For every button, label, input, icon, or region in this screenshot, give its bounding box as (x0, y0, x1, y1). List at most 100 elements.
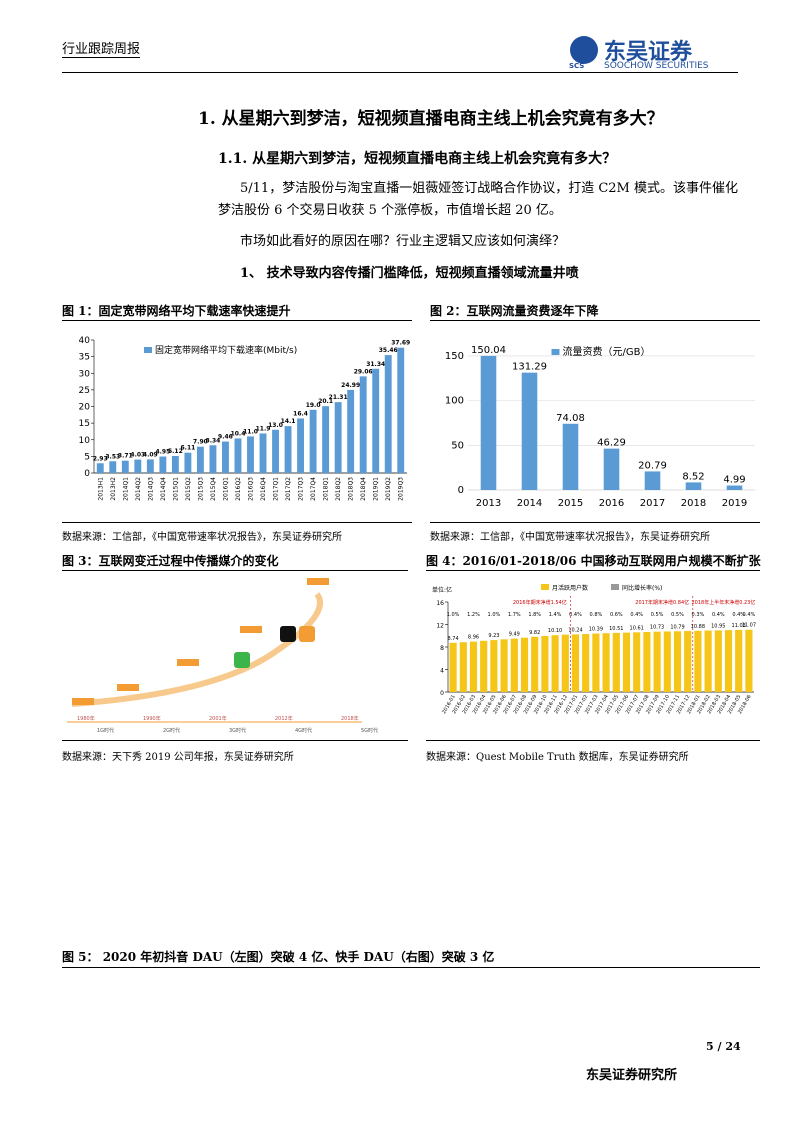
value-label: 11.9 (256, 425, 271, 432)
x-tick-label: 2017Q4 (310, 477, 317, 501)
value-label: 31.34 (366, 361, 385, 368)
figure-source: 数据来源：工信部，《中国宽带速率状况报告》，东吴证券研究所 (62, 532, 342, 543)
growth-label: 0.4% (630, 612, 643, 618)
figure-rule (62, 740, 408, 741)
legend-label: 月活跃用户数 (552, 584, 588, 592)
x-tick-label: 2015 (558, 498, 583, 509)
bar (500, 639, 508, 692)
value-label: 8.96 (468, 635, 479, 641)
value-label: 150.04 (471, 345, 506, 356)
app-icon (280, 626, 296, 642)
value-label: 9.49 (509, 632, 520, 638)
y-tick-label: 5 (84, 452, 90, 462)
growth-label: 0.4% (743, 612, 756, 618)
value-label: 8.34 (206, 437, 221, 444)
bar (109, 461, 117, 473)
bar (284, 426, 292, 473)
x-tick-label: 2017Q3 (298, 477, 305, 501)
bar (541, 635, 549, 692)
stage-box (240, 626, 262, 633)
bar (222, 441, 229, 473)
y-tick-label: 15 (79, 419, 90, 429)
bar (520, 637, 529, 692)
x-tick-label: 2014Q4 (160, 477, 167, 501)
bar (592, 633, 600, 692)
bar (612, 632, 620, 692)
value-label: 74.08 (556, 413, 585, 424)
value-label: 6.11 (180, 445, 195, 452)
bar (196, 446, 204, 473)
app-icon (299, 626, 315, 642)
growth-label: 0.3% (692, 612, 705, 618)
x-tick-label: 2019Q2 (385, 477, 392, 501)
bar (726, 485, 743, 490)
value-label: 10.4 (231, 430, 246, 437)
bar (334, 402, 342, 473)
x-tick-label: 2018Q3 (348, 477, 355, 501)
value-label: 11.07 (742, 623, 756, 629)
bar (209, 445, 217, 473)
growth-label: 0.6% (610, 612, 623, 618)
x-tick-label: 2014Q1 (122, 477, 129, 501)
x-tick-label: 2017Q2 (285, 477, 292, 501)
bar (146, 459, 154, 473)
x-tick-label: 2017 (640, 498, 665, 509)
figure-rule (62, 522, 412, 523)
value-label: 3.71 (118, 453, 133, 460)
bar (259, 433, 267, 473)
bar (704, 630, 712, 692)
header-rule (62, 72, 738, 73)
value-label: 8.52 (682, 471, 704, 482)
x-tick-label: 2018Q1 (323, 477, 330, 501)
y-unit: 单位:亿 (432, 586, 452, 594)
bar (602, 633, 610, 692)
figure-source: 数据来源：Quest Mobile Truth 数据库，东吴证券研究所 (426, 752, 689, 763)
bar (673, 631, 682, 692)
bar (234, 438, 242, 473)
bar (347, 389, 355, 473)
growth-label: 0.4% (712, 612, 725, 618)
value-label: 131.29 (512, 362, 547, 373)
year-label: 2001年 (209, 715, 227, 722)
paragraph: 市场如此看好的原因在哪？行业主逻辑又应该如何演绎？ (240, 234, 566, 249)
value-label: 19.0 (306, 402, 321, 409)
bar (359, 376, 367, 473)
bar (562, 423, 579, 490)
value-label: 29.06 (354, 368, 373, 375)
y-tick-label: 25 (79, 386, 90, 396)
value-label: 7.90 (193, 439, 208, 446)
chart: 0 50 100 150 2013 150.04 2014 131.29 2015 74.08 20… (445, 345, 755, 509)
value-label: 8.74 (448, 636, 459, 642)
x-tick-label: 2019Q3 (398, 477, 405, 501)
bar (384, 355, 392, 473)
bar (633, 632, 641, 692)
stage-box (177, 659, 199, 666)
bar (184, 452, 192, 473)
annotation: 2016年期末净增1.54亿 (513, 599, 567, 606)
era-label: 3G时代 (229, 727, 246, 734)
bar (663, 631, 671, 692)
y-tick-label: 10 (79, 436, 91, 446)
figure-source: 数据来源：工信部，《中国宽带速率状况报告》，东吴证券研究所 (430, 532, 710, 543)
y-tick-label: 12 (436, 623, 444, 630)
y-tick-label: 16 (436, 600, 444, 607)
legend-swatch (144, 347, 152, 353)
value-label: 10.73 (650, 625, 664, 631)
figure-rule (62, 320, 412, 321)
figure-rule (62, 967, 760, 968)
growth-label: 1.0% (447, 612, 460, 618)
logo-circle (570, 36, 598, 64)
value-label: 10.24 (568, 627, 582, 633)
growth-label: 0.5% (651, 612, 664, 618)
legend-label: 同比增长率(%) (622, 584, 662, 592)
bar (480, 640, 488, 692)
bar (459, 642, 467, 692)
bar (372, 368, 380, 473)
figure-title: 图 4：2016/01-2018/06 中国移动互联网用户规模不断扩张 (426, 554, 761, 568)
value-label: 9.82 (529, 630, 540, 636)
bar (531, 636, 539, 692)
chart: 0481216单位:亿2016-018.742016-022016-038.96… (432, 584, 756, 715)
subsection-title: 1.1. 从星期六到梦洁，短视频直播电商主线上机会究竟有多大？ (218, 151, 617, 167)
x-tick-label: 2014 (517, 498, 542, 509)
